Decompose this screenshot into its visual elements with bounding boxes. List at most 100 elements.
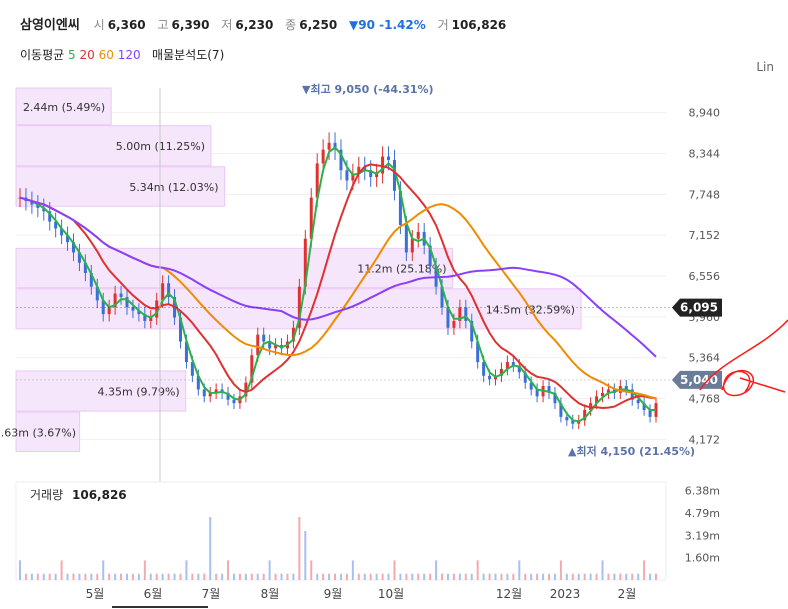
volume-bar [417,573,420,580]
volume-profile-label: 1.63m (3.67%) [0,426,76,439]
volume-bar [72,573,75,580]
volume-bar [625,573,628,580]
indicator-legend[interactable]: 이동평균 5 20 60 120 매물분석도(7) [20,46,224,63]
x-tick-label: 5월 [86,587,105,601]
price-tick-label: 8,344 [689,148,721,161]
volume-bar [405,573,408,580]
volume-bar [167,573,170,580]
candle-body [202,389,206,397]
volume-bar [304,531,307,580]
volume-bar [209,517,212,580]
ma-label[interactable]: 이동평균 [20,48,65,62]
volume-bar [48,573,51,580]
volume-bar [191,573,194,580]
candle-body [511,362,515,366]
volume-bar [54,573,57,580]
scale-toggle[interactable]: Lin [756,60,774,74]
volume-bar [649,573,652,580]
volume-bar [339,573,342,580]
candle-body [499,368,503,376]
candle-body [482,362,486,376]
candle-body [464,307,468,321]
high-value: 6,390 [171,18,210,32]
candle-body [208,392,212,397]
volume-bar [78,573,81,580]
stock-name: 삼영이엔씨 [20,18,80,33]
volume-bar [143,560,146,580]
chart-header: 삼영이엔씨 시 6,360 고 6,390 저 6,230 종 6,250 ▼90 -1… [0,0,788,74]
volume-bar [268,560,271,580]
volume-bar [227,560,230,580]
candle-body [143,314,147,321]
volume-profile-bar [15,411,81,453]
volume-bar [631,573,634,580]
price-tick-label: 5,364 [689,352,721,365]
candle-body [137,310,141,315]
x-tick-label: 2023 [550,587,581,601]
volume-bar [393,560,396,580]
candle-body [595,396,599,404]
volume-bar [286,573,289,580]
volume-bar [429,573,432,580]
volume-bar [42,573,45,580]
candle-body [161,283,165,301]
volume-bar [500,573,503,580]
volume-bar [131,573,134,580]
volume-tick-label: 1.60m [685,552,720,565]
candle-body [547,386,551,393]
candle-body [131,307,135,311]
volume-profile-label: 2.44m (5.49%) [23,101,105,114]
candle-body [583,410,587,421]
close-value: 6,250 [299,18,338,32]
candle-body [339,149,343,171]
volume-bar [173,573,176,580]
volume-bar [262,573,265,580]
volume-bar [244,573,247,580]
volume-bar [90,573,93,580]
volume-bar [363,573,366,580]
moving-average-5 [19,146,656,423]
candle-body [321,149,325,164]
ma20-legend: 20 [79,48,95,62]
volume-bar [232,573,235,580]
volume-bar [102,560,105,580]
volume-bar [322,573,325,580]
volume-bar [310,560,313,580]
volume-bar [577,573,580,580]
moving-average-20 [19,163,657,410]
candle-body [529,382,533,390]
volume-bar [30,573,33,580]
volume-bar [643,560,646,580]
volume-bar [476,560,479,580]
price-tag [672,370,722,389]
volume-bar [637,573,640,580]
volume-bar [96,573,99,580]
candle-body [648,410,652,417]
volume-bar [179,573,182,580]
candle-body [89,273,93,287]
volume-tick-label: 6.38m [685,485,720,498]
volume-bar [441,573,444,580]
volume-profile-label[interactable]: 매물분석도(7) [152,48,225,62]
candle-body [387,156,391,160]
price-tick-label: 4,172 [689,433,721,446]
volume-bar [215,573,218,580]
candle-body [458,307,462,321]
volume-bar [524,573,527,580]
volume-bar [280,573,283,580]
candle-body [416,231,420,239]
candle-body [606,389,610,393]
candle-body [535,389,539,397]
change-value: ▼90 -1.42% [349,18,426,32]
volume-bar [559,560,562,580]
candle-body [30,201,34,205]
candle-body [446,307,450,328]
volume-bar [66,573,69,580]
volume-bar [298,517,301,580]
volume-bar [565,573,568,580]
candle-body [398,190,402,226]
candle-body [184,341,188,363]
candle-body [48,211,52,222]
candle-body [297,286,301,328]
